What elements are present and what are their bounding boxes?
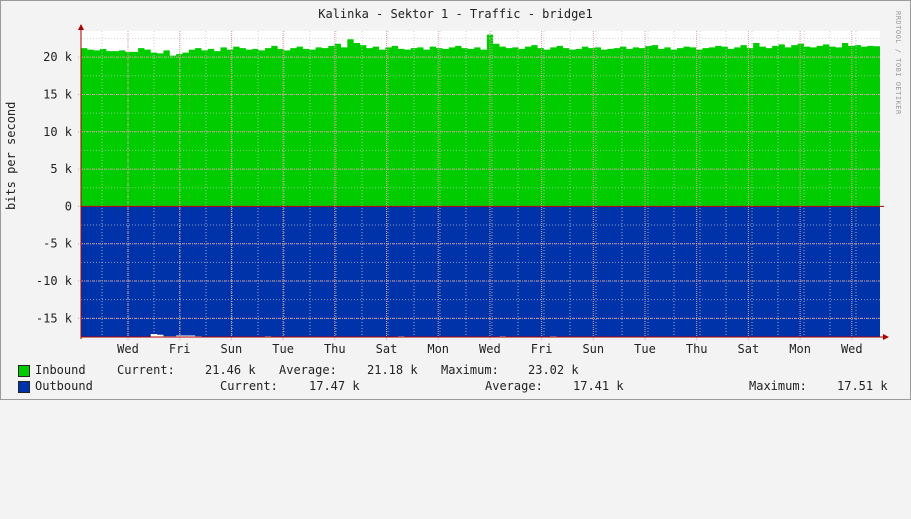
y-tick-label: 0 — [65, 199, 72, 213]
outbound-average-label: Average: — [485, 379, 543, 393]
y-tick-label: -10 k — [36, 274, 73, 288]
outbound-name: Outbound — [35, 379, 93, 393]
y-tick-label: 15 k — [43, 87, 73, 101]
x-axis-arrow — [883, 334, 889, 340]
x-tick-label: Fri — [169, 342, 191, 356]
x-tick-label: Sun — [221, 342, 243, 356]
x-tick-label: Fri — [531, 342, 553, 356]
inbound-maximum-value: 23.02 k — [528, 363, 579, 377]
x-tick-label: Sat — [376, 342, 398, 356]
x-tick-label: Thu — [324, 342, 346, 356]
inbound-swatch — [18, 365, 30, 377]
inbound-name: Inbound — [35, 363, 86, 377]
outbound-maximum-label: Maximum: — [749, 379, 807, 393]
x-tick-label: Tue — [272, 342, 294, 356]
x-tick-label: Wed — [117, 342, 139, 356]
outbound-maximum-value: 17.51 k — [837, 379, 888, 393]
series-area-outbound — [81, 206, 880, 337]
series-area-inbound — [81, 34, 880, 207]
inbound-current-value: 21.46 k — [205, 363, 256, 377]
x-tick-label: Sun — [582, 342, 604, 356]
outbound-average-value: 17.41 k — [573, 379, 624, 393]
legend-row-outbound: Outbound Current: 17.47 k Average: 17.41… — [1, 379, 910, 395]
graph-frame: Kalinka - Sektor 1 - Traffic - bridge1 R… — [0, 0, 911, 400]
traffic-chart: 20 k 15 k 10 k 5 k 0 -5 k -10 k -15 k Wed Fri Sun T… — [36, 24, 889, 356]
y-tick-label: 20 k — [43, 50, 73, 64]
x-tick-label: Tue — [634, 342, 656, 356]
outbound-current-label: Current: — [220, 379, 278, 393]
outbound-swatch — [18, 381, 30, 393]
y-tick-label: -5 k — [43, 237, 73, 251]
outbound-current-value: 17.47 k — [309, 379, 360, 393]
legend-row-inbound: Inbound Current: 21.46 k Average: 21.18 … — [1, 363, 910, 379]
inbound-average-value: 21.18 k — [367, 363, 418, 377]
y-tick-label: -15 k — [36, 311, 73, 325]
inbound-current-label: Current: — [117, 363, 175, 377]
y-axis-arrow — [78, 24, 84, 30]
x-tick-label: Mon — [427, 342, 449, 356]
y-tick-label: 10 k — [43, 125, 73, 139]
x-tick-label: Mon — [789, 342, 811, 356]
x-tick-label: Wed — [841, 342, 863, 356]
y-tick-label: 5 k — [50, 162, 72, 176]
legend: Inbound Current: 21.46 k Average: 21.18 … — [1, 361, 910, 399]
x-tick-label: Thu — [686, 342, 708, 356]
x-tick-label: Wed — [479, 342, 501, 356]
chart-title: Kalinka - Sektor 1 - Traffic - bridge1 — [318, 7, 593, 21]
rrdtool-watermark: RRDTOOL / TOBI OETIKER — [894, 11, 902, 115]
inbound-maximum-label: Maximum: — [441, 363, 499, 377]
x-tick-label: Sat — [738, 342, 760, 356]
inbound-average-label: Average: — [279, 363, 337, 377]
